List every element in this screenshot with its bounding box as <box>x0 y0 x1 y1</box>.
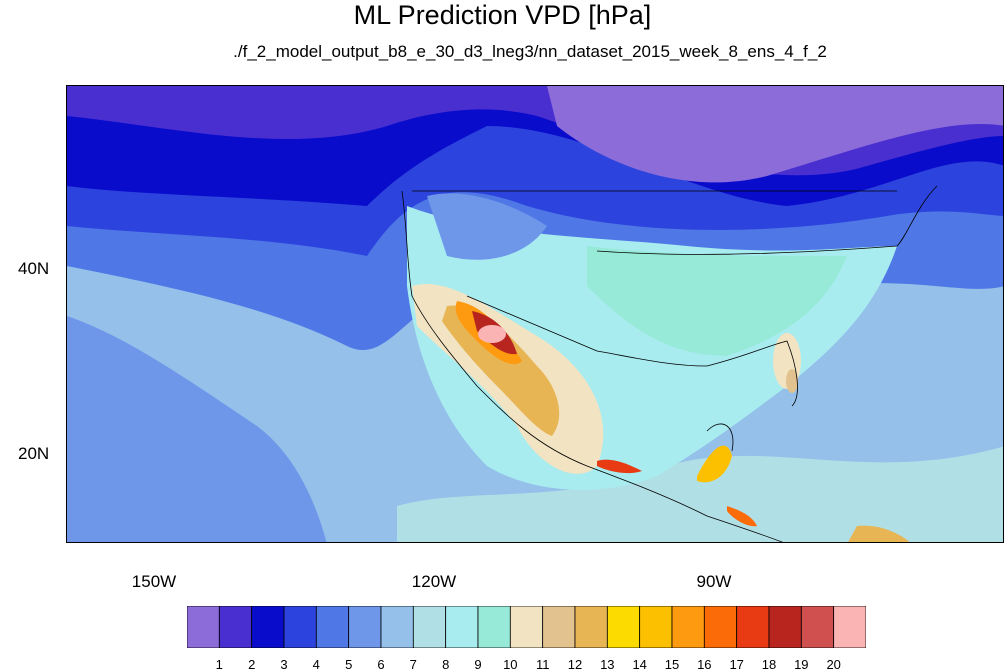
colorbar-swatch <box>315 606 350 648</box>
colorbar-swatch <box>606 606 641 648</box>
colorbar-level-label: 17 <box>729 657 744 672</box>
lon-label-90w: 90W <box>696 572 732 591</box>
colorbar-level-label: 15 <box>664 657 680 672</box>
colorbar-swatch <box>703 606 738 648</box>
colorbar-level-label: 6 <box>377 657 385 672</box>
colorbar-swatch <box>187 606 220 648</box>
colorbar-level-label: 9 <box>474 657 482 672</box>
colorbar-level-label: 1 <box>215 657 223 672</box>
map-subtitle: ./f_2_model_output_b8_e_30_d3_lneg3/nn_d… <box>233 42 827 61</box>
colorbar-level-label: 12 <box>567 657 583 672</box>
map-plot-area <box>66 85 1004 543</box>
colorbar-level-label: 2 <box>248 657 256 672</box>
lon-label-150w: 150W <box>131 572 177 591</box>
field-level-15-yucatan <box>697 445 732 483</box>
colorbar-level-label: 4 <box>312 657 320 672</box>
colorbar-swatch <box>671 606 705 648</box>
colorbar-level-label: 8 <box>442 657 450 672</box>
colorbar-level-label: 3 <box>280 657 288 672</box>
colorbar-level-label: 14 <box>632 657 647 672</box>
colorbar-level-label: 13 <box>600 657 615 672</box>
field-level-20-core <box>478 325 506 343</box>
field-level-8-tropics <box>397 446 1003 542</box>
lat-label-40n: 40N <box>18 259 50 278</box>
colorbar-swatch <box>833 606 866 648</box>
colorbar <box>187 606 866 648</box>
map-title: ML Prediction VPD [hPa] <box>353 0 652 30</box>
field-level-1 <box>547 86 1003 183</box>
colorbar-swatch <box>445 606 479 648</box>
colorbar-swatch <box>380 606 414 648</box>
field-land-7 <box>427 193 547 260</box>
colorbar-level-label: 19 <box>794 657 809 672</box>
field-level-18-guatemala <box>597 459 642 474</box>
field-level-13-caribbean <box>848 525 910 542</box>
colorbar-swatch <box>218 606 253 648</box>
colorbar-swatch <box>542 606 576 648</box>
field-level-12-florida <box>786 369 798 393</box>
vpd-map <box>67 86 1003 542</box>
colorbar-level-label: 16 <box>697 657 712 672</box>
field-level-13 <box>442 305 560 436</box>
field-level-6-west <box>67 316 327 542</box>
colorbar-level-label: 5 <box>345 657 353 672</box>
colorbar-swatch <box>800 606 835 648</box>
colorbar-level-label: 10 <box>503 657 518 672</box>
colorbar-swatch <box>509 606 544 648</box>
colorbar-level-label: 11 <box>535 657 550 672</box>
colorbar-swatch <box>574 606 608 648</box>
field-land-9 <box>587 246 847 356</box>
colorbar-level-label: 18 <box>761 657 777 672</box>
lon-label-120w: 120W <box>411 572 457 591</box>
colorbar-swatch <box>251 606 285 648</box>
colorbar-level-label: 20 <box>826 657 841 672</box>
field-level-17-honduras <box>727 506 757 527</box>
colorbar-swatch <box>639 606 673 648</box>
coastlines <box>401 185 938 542</box>
colorbar-swatch <box>768 606 802 648</box>
colorbar-swatch <box>283 606 317 648</box>
colorbar-swatch <box>348 606 382 648</box>
lat-label-20n: 20N <box>18 444 50 463</box>
colorbar-swatch <box>412 606 447 648</box>
colorbar-swatch <box>736 606 770 648</box>
colorbar-swatch <box>477 606 511 648</box>
colorbar-level-label: 7 <box>409 657 417 672</box>
